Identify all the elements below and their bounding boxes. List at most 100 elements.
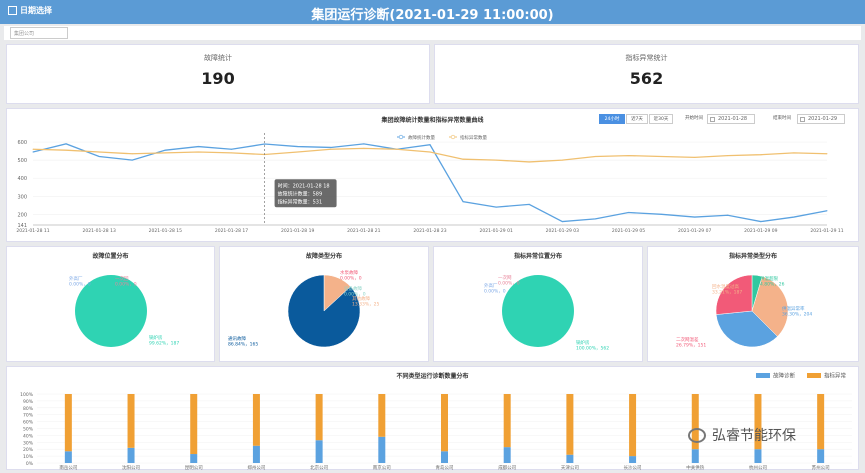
pie-label: 锅炉房 99.62%，187 <box>149 334 179 347</box>
series-point <box>694 156 696 158</box>
bar-segment <box>64 451 72 463</box>
pie-label-line: 0.00%，0 <box>69 282 91 288</box>
bar-segment <box>252 445 260 463</box>
pie-panel-fault-type: 故障类型分布 水泵故障 0.00%，0 设备故障 0.00%，0 其他故障 13.33%，… <box>219 246 429 362</box>
series-point <box>628 212 629 214</box>
legend-label: 故障诊断 <box>773 372 796 380</box>
index-stat-card: 指标异常统计 562 <box>434 44 859 104</box>
x-tick-label: 成都公司 <box>498 464 516 471</box>
pie-label-line: 0.00%，0 <box>344 292 366 298</box>
page-title: 集团运行诊断(2021-01-29 11:00:00) <box>311 8 554 23</box>
x-tick-label: 北京公司 <box>310 464 328 471</box>
series-point <box>98 151 100 153</box>
bar-segment <box>190 454 198 463</box>
y-tick-label: 60% <box>23 420 34 426</box>
pie-slice <box>715 310 778 348</box>
series-point <box>760 221 762 223</box>
series-point <box>628 155 629 157</box>
pie-label-line: 33.21%，187 <box>712 290 742 296</box>
start-date-input[interactable]: 2021-01-28 <box>707 114 755 124</box>
pie-label-line: 外高厂 <box>484 282 498 289</box>
series-point <box>594 155 596 157</box>
series-point <box>429 151 431 153</box>
x-tick-label: 昆明公司 <box>185 465 203 471</box>
pie-slice <box>751 276 789 337</box>
y-tick-label: 400 <box>17 176 27 182</box>
pie-label-line: 供温超限 <box>760 275 778 282</box>
legend-swatch <box>807 373 821 378</box>
bar-segment <box>315 394 323 441</box>
end-time-label: 结束时间 <box>773 116 791 121</box>
watermark-text: 弘睿节能环保 <box>712 428 796 444</box>
x-tick-label: 南岳公司 <box>59 464 77 471</box>
pie-label-line: 4.80%，26 <box>760 282 785 288</box>
pie-label: 回水温度过高 33.21%，187 <box>712 283 742 296</box>
pie-label-line: 水泵故障 <box>340 269 358 276</box>
series-point <box>528 203 530 205</box>
end-date-value: 2021-01-29 <box>808 116 838 122</box>
line-chart-title: 集团故障统计数量和指标异常数量曲线 <box>381 117 484 124</box>
series-point <box>330 148 332 150</box>
pie-label-line: 0.00%，0 <box>115 282 137 288</box>
filter-row: 集团公司 <box>4 26 861 40</box>
pie-slice <box>287 274 361 348</box>
end-date-input[interactable]: 2021-01-29 <box>797 114 845 124</box>
bar-segment <box>127 394 135 448</box>
series-point <box>131 153 133 155</box>
pie-title-index-location: 指标异常位置分布 <box>513 253 562 260</box>
x-tick-label: 南京公司 <box>373 464 391 471</box>
btn-30d[interactable]: 近30天 <box>649 114 673 124</box>
top-header-bar: 日期选择 集团运行诊断(2021-01-29 11:00:00) <box>0 0 865 24</box>
legend-label: 故障统计数量 <box>408 134 435 141</box>
x-tick-label: 2021-01-29 09 <box>744 228 777 234</box>
pie-label-line: 外高厂 <box>69 275 83 282</box>
pie-title-index-type: 指标异常类型分布 <box>728 253 777 260</box>
bar-segment <box>127 447 135 463</box>
line-chart: 141 200 300 400 500 600 2021-01-28 11 2021-01-2… <box>16 133 844 234</box>
pie-slice <box>502 275 574 347</box>
series-point <box>65 143 67 145</box>
y-tick-label: 90% <box>23 399 34 405</box>
x-tick-label: 2021-01-28 11 <box>16 228 49 234</box>
series-point <box>131 159 133 161</box>
series-point <box>495 206 497 208</box>
pie-label-line: 其他故障 <box>352 295 370 302</box>
fault-stat-value: 190 <box>201 69 235 88</box>
series-point <box>727 155 729 157</box>
tooltip-box <box>274 179 337 208</box>
x-tick-label: 2021-01-29 01 <box>480 228 513 234</box>
series-point <box>32 148 34 150</box>
bar-segment <box>378 394 386 437</box>
bar-segment <box>817 449 825 463</box>
series-point <box>727 214 729 216</box>
bar-chart-title: 不同类型运行诊断数量分布 <box>396 373 469 380</box>
bar-segment <box>754 394 762 450</box>
line-chart-panel: 集团故障统计数量和指标异常数量曲线 24小时 近7天 近30天 开始时间 202… <box>6 108 859 242</box>
bar-segment <box>190 394 198 455</box>
y-tick-label: 200 <box>17 212 27 218</box>
x-tick-label: 2021-01-28 19 <box>281 228 314 234</box>
series-point <box>561 159 563 161</box>
series-point <box>297 146 299 148</box>
wechat-icon <box>688 427 706 443</box>
date-select-button[interactable]: 日期选择 <box>8 5 52 16</box>
btn-7d[interactable]: 近7天 <box>626 114 648 124</box>
y-tick-label: 600 <box>17 140 27 146</box>
series-point <box>98 155 100 157</box>
y-tick-label: 80% <box>23 406 34 412</box>
btn-24h[interactable]: 24小时 <box>599 114 625 124</box>
y-tick-label: 100% <box>20 392 34 398</box>
pie-label-line: 100.00%，562 <box>576 346 609 352</box>
series-point <box>32 151 34 153</box>
bar-segment <box>754 449 762 463</box>
series-point <box>462 158 464 160</box>
company-dropdown[interactable]: 集团公司 <box>10 27 68 39</box>
calendar-icon <box>8 6 17 15</box>
x-tick-label: 杭州公司 <box>749 464 767 471</box>
pie-label-line: 回水温度过高 <box>712 283 739 290</box>
series-point <box>760 154 762 156</box>
calendar-icon <box>710 117 715 122</box>
series-point <box>561 221 563 223</box>
